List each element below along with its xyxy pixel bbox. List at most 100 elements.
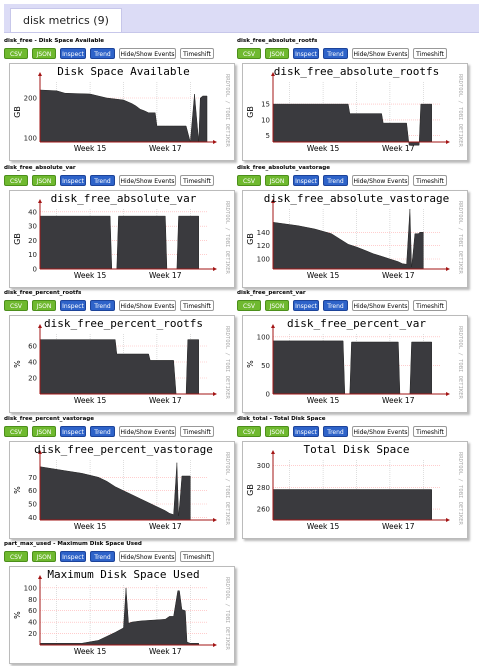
x-axis-arrow — [213, 267, 217, 271]
timeshift-button[interactable]: Timeshift — [180, 426, 214, 437]
graph-image: 5 10 15 disk_free_absolute_rootfs GB Week 15 W… — [242, 63, 468, 161]
hide-show-events-button[interactable]: Hide/Show Events — [352, 426, 409, 437]
json-button[interactable]: JSON — [32, 300, 56, 311]
timeshift-button[interactable]: Timeshift — [180, 551, 214, 562]
inspect-button[interactable]: Inspect — [293, 48, 319, 59]
inspect-button[interactable]: Inspect — [60, 48, 86, 59]
x-tick-label: Week 17 — [149, 522, 182, 531]
chart-title: Maximum Disk Space Used — [47, 568, 199, 581]
rrdtool-watermark: RRDTOOL / TOBI OETIKER — [224, 201, 230, 275]
graph-image: 20 40 60 80 100 Maximum Disk Space Used% Week … — [9, 566, 235, 664]
json-button[interactable]: JSON — [265, 175, 289, 186]
graph-caption: disk_free - Disk Space Available — [4, 38, 105, 44]
csv-button[interactable]: CSV — [237, 175, 261, 186]
csv-button[interactable]: CSV — [237, 48, 261, 59]
trend-button[interactable]: Trend — [323, 426, 348, 437]
csv-button[interactable]: CSV — [4, 551, 28, 562]
graph-tile: disk_total - Total Disk Space CSV JSON Insp… — [237, 416, 469, 541]
trend-button[interactable]: Trend — [90, 300, 115, 311]
timeshift-button[interactable]: Timeshift — [413, 175, 447, 186]
graph-tile: part_max_used - Maximum Disk Space Used C… — [4, 541, 236, 666]
inspect-button[interactable]: Inspect — [60, 175, 86, 186]
inspect-button[interactable]: Inspect — [293, 426, 319, 437]
hide-show-events-button[interactable]: Hide/Show Events — [119, 48, 176, 59]
rrdtool-watermark: RRDTOOL / TOBI OETIKER — [457, 201, 463, 275]
x-axis-arrow — [213, 140, 217, 144]
json-button[interactable]: JSON — [32, 48, 56, 59]
y-tick-label: 20 — [28, 237, 37, 245]
x-tick-label: Week 17 — [382, 396, 415, 405]
graph-tile: disk_free_absolute_var CSV JSON Inspect Tren… — [4, 165, 236, 290]
x-tick-label: Week 17 — [149, 271, 182, 280]
hide-show-events-button[interactable]: Hide/Show Events — [119, 426, 176, 437]
graph-caption: disk_free_percent_var — [237, 290, 306, 296]
x-tick-label: Week 17 — [149, 144, 182, 153]
series-area — [272, 103, 432, 146]
timeshift-button[interactable]: Timeshift — [180, 300, 214, 311]
timeshift-button[interactable]: Timeshift — [180, 48, 214, 59]
csv-button[interactable]: CSV — [4, 300, 28, 311]
json-button[interactable]: JSON — [265, 426, 289, 437]
series-area — [39, 339, 199, 395]
y-tick-label: 80 — [28, 596, 37, 604]
hide-show-events-button[interactable]: Hide/Show Events — [352, 300, 409, 311]
json-button[interactable]: JSON — [265, 48, 289, 59]
csv-button[interactable]: CSV — [4, 48, 28, 59]
chart-svg: 40 50 60 70 disk_free_percent_vastorage% Week… — [13, 443, 230, 531]
csv-button[interactable]: CSV — [237, 426, 261, 437]
hide-show-events-button[interactable]: Hide/Show Events — [119, 175, 176, 186]
timeshift-button[interactable]: Timeshift — [180, 175, 214, 186]
y-tick-label: 100 — [257, 333, 270, 341]
hide-show-events-button[interactable]: Hide/Show Events — [352, 175, 409, 186]
graph-caption: disk_free_percent_vastorage — [4, 416, 95, 422]
y-tick-label: 60 — [28, 487, 37, 495]
graph-caption: disk_free_absolute_rootfs — [237, 38, 318, 44]
x-axis-arrow — [213, 643, 217, 647]
y-axis-arrow — [271, 72, 275, 76]
y-tick-label: 15 — [261, 101, 270, 109]
y-tick-label: 70 — [28, 474, 37, 482]
inspect-button[interactable]: Inspect — [293, 300, 319, 311]
timeshift-button[interactable]: Timeshift — [413, 426, 447, 437]
json-button[interactable]: JSON — [265, 300, 289, 311]
trend-button[interactable]: Trend — [90, 426, 115, 437]
inspect-button[interactable]: Inspect — [60, 426, 86, 437]
csv-button[interactable]: CSV — [4, 426, 28, 437]
series-area — [272, 489, 432, 521]
chart-title: disk_free_percent_rootfs — [44, 317, 203, 330]
x-tick-label: Week 15 — [74, 522, 107, 531]
chart-svg: 0 10 20 30 40 disk_free_absolute_var GB Week 15… — [13, 192, 230, 280]
trend-button[interactable]: Trend — [323, 48, 348, 59]
csv-button[interactable]: CSV — [237, 300, 261, 311]
graph-image: 100 120 140 disk_free_absolute_vastorage GB W… — [242, 190, 468, 288]
series-area — [272, 208, 424, 270]
chart-svg: 5 10 15 disk_free_absolute_rootfs GB Week 15 W… — [246, 65, 463, 153]
trend-button[interactable]: Trend — [323, 175, 348, 186]
timeshift-button[interactable]: Timeshift — [413, 48, 447, 59]
inspect-button[interactable]: Inspect — [60, 551, 86, 562]
json-button[interactable]: JSON — [32, 175, 56, 186]
trend-button[interactable]: Trend — [90, 48, 115, 59]
trend-button[interactable]: Trend — [323, 300, 348, 311]
trend-button[interactable]: Trend — [90, 551, 115, 562]
hide-show-events-button[interactable]: Hide/Show Events — [119, 300, 176, 311]
hide-show-events-button[interactable]: Hide/Show Events — [119, 551, 176, 562]
y-tick-label: 40 — [28, 514, 37, 522]
x-axis-arrow — [446, 267, 450, 271]
x-axis-arrow — [213, 518, 217, 522]
json-button[interactable]: JSON — [32, 426, 56, 437]
x-tick-label: Week 17 — [382, 144, 415, 153]
timeshift-button[interactable]: Timeshift — [413, 300, 447, 311]
csv-button[interactable]: CSV — [4, 175, 28, 186]
y-tick-label: 30 — [28, 223, 37, 231]
trend-button[interactable]: Trend — [90, 175, 115, 186]
rrdtool-watermark: RRDTOOL / TOBI OETIKER — [224, 74, 230, 148]
hide-show-events-button[interactable]: Hide/Show Events — [352, 48, 409, 59]
inspect-button[interactable]: Inspect — [60, 300, 86, 311]
tab-disk-metrics[interactable]: disk metrics (9) — [10, 8, 122, 32]
x-axis-arrow — [446, 518, 450, 522]
inspect-button[interactable]: Inspect — [293, 175, 319, 186]
series-area — [39, 587, 199, 646]
graph-caption: disk_free_percent_rootfs — [4, 290, 82, 296]
json-button[interactable]: JSON — [32, 551, 56, 562]
